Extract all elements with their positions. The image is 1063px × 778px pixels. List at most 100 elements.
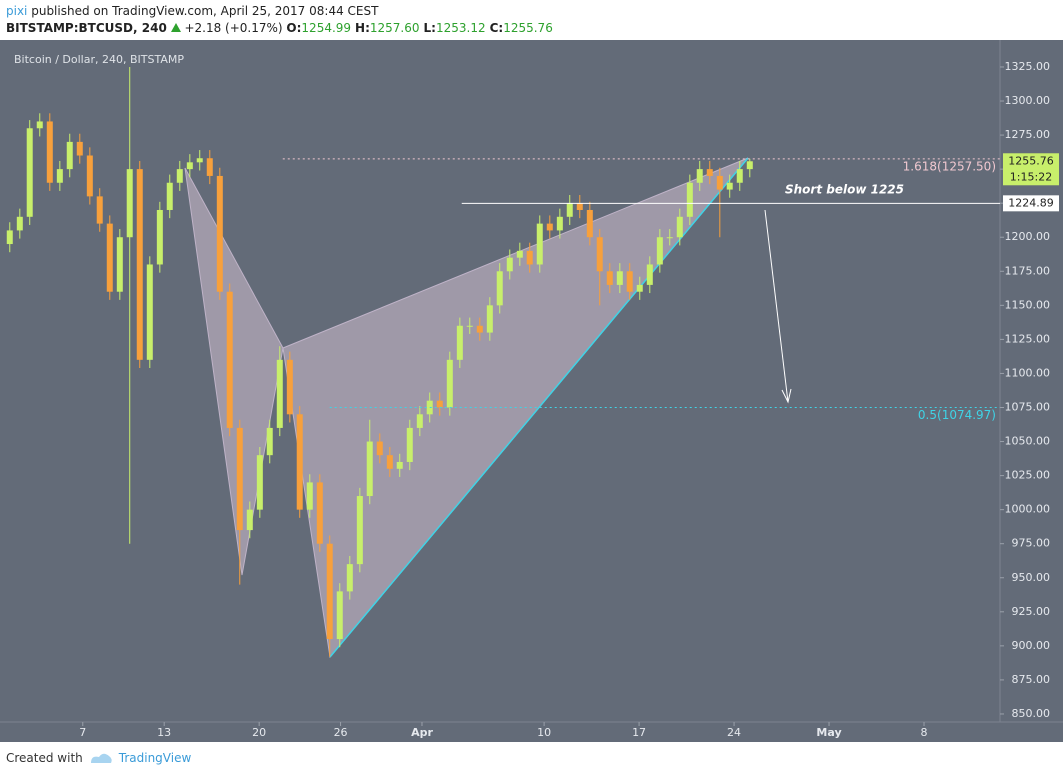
publish-line: pixi published on TradingView.com, April…: [6, 3, 557, 20]
y-tick-label: 975.00: [1012, 537, 1051, 550]
candle-body: [206, 158, 213, 176]
candle-body: [76, 141, 83, 156]
y-tick-label: 1050.00: [1005, 435, 1051, 448]
quote-line: BITSTAMP:BTCUSD, 240 +2.18 (+0.17%) O:12…: [6, 20, 557, 37]
short-price: 1224.89: [1008, 196, 1054, 209]
candle-body: [36, 121, 43, 129]
candle-body: [346, 564, 353, 592]
x-tick-label: Apr: [411, 726, 433, 739]
candle-body: [676, 216, 683, 238]
x-tick-label: 8: [921, 726, 928, 739]
candle-body: [596, 237, 603, 272]
candle-body: [616, 271, 623, 285]
candle-body: [466, 325, 473, 327]
candle-body: [286, 359, 293, 415]
candle-body: [296, 414, 303, 510]
countdown: 1:15:22: [1010, 170, 1052, 183]
candle-body: [316, 482, 323, 544]
quote-value: 1253.12: [435, 21, 486, 35]
quote-key: C:: [489, 21, 504, 35]
candle-body: [396, 461, 403, 469]
candle-body: [536, 223, 543, 265]
candle-body: [336, 591, 343, 640]
quote-value: 1257.60: [369, 21, 420, 35]
chart-title: Bitcoin / Dollar, 240, BITSTAMP: [14, 53, 184, 66]
y-tick-label: 1075.00: [1005, 400, 1051, 413]
x-tick-label: 26: [334, 726, 348, 739]
y-tick-label: 950.00: [1012, 571, 1051, 584]
quote-value: 1254.99: [301, 21, 352, 35]
candle-body: [516, 250, 523, 258]
x-tick-label: 13: [157, 726, 171, 739]
candle-body: [176, 169, 183, 183]
candle-body: [546, 223, 553, 231]
y-tick-label: 1000.00: [1005, 503, 1051, 516]
candle-body: [146, 264, 153, 360]
candle-body: [436, 400, 443, 408]
candle-body: [526, 250, 533, 265]
candle-body: [186, 162, 193, 170]
y-tick-label: 1275.00: [1005, 128, 1051, 141]
candle-body: [686, 182, 693, 217]
level-label: 0.5(1074.97): [918, 408, 996, 422]
y-tick-label: 1125.00: [1005, 332, 1051, 345]
candle-body: [456, 325, 463, 360]
up-arrow: [170, 23, 181, 32]
candle-body: [366, 441, 373, 497]
candle-body: [476, 325, 483, 333]
candle-body: [166, 182, 173, 210]
candle-body: [586, 209, 593, 238]
y-tick-label: 1100.00: [1005, 366, 1051, 379]
candle-body: [416, 414, 423, 428]
candle-body: [446, 359, 453, 408]
annotation: Short below 1225: [785, 183, 904, 197]
published: published on TradingView.com, April 25, …: [31, 4, 379, 18]
header: pixi published on TradingView.com, April…: [6, 3, 557, 37]
candle-body: [96, 196, 103, 224]
candle-body: [66, 141, 73, 170]
candle-body: [46, 121, 53, 183]
candle-body: [116, 237, 123, 292]
short-price-box: [1003, 195, 1059, 212]
quote-key: O:: [286, 21, 302, 35]
candle-body: [356, 496, 363, 565]
candle-body: [656, 237, 663, 265]
arrow-shaft: [764, 209, 789, 403]
y-tick-label: 1025.00: [1005, 469, 1051, 482]
candle-body: [666, 237, 673, 239]
candle-body: [746, 161, 753, 170]
candle-body: [506, 257, 513, 272]
candle-body: [326, 543, 333, 640]
candle-body: [716, 175, 723, 190]
arrow-head: [781, 388, 792, 404]
y-tick-label: 850.00: [1012, 707, 1051, 720]
chart: Bitcoin / Dollar, 240, BITSTAMP Short be…: [0, 40, 1063, 742]
brand: TradingView: [118, 751, 192, 765]
candle-body: [216, 175, 223, 292]
candle-body: [636, 284, 643, 292]
candle-body: [86, 155, 93, 197]
candle-body: [496, 271, 503, 306]
quote-key: H:: [355, 21, 370, 35]
candle-body: [566, 203, 573, 217]
y-tick-label: 1325.00: [1005, 60, 1051, 73]
y-tick-label: 925.00: [1012, 605, 1051, 618]
candle-body: [696, 169, 703, 183]
candle-body: [706, 169, 713, 176]
level-label: 1.618(1257.50): [903, 159, 996, 173]
candle-body: [56, 169, 63, 183]
y-tick-label: 900.00: [1012, 639, 1051, 652]
candle-body: [266, 427, 273, 456]
last-price-box: [1003, 153, 1059, 186]
candle-body: [196, 158, 203, 163]
x-tick-label: 24: [727, 726, 741, 739]
symbol: BITSTAMP:BTCUSD, 240: [6, 21, 167, 35]
candle-body: [556, 216, 563, 231]
y-tick-label: 1200.00: [1005, 230, 1051, 243]
candle-body: [386, 455, 393, 469]
trend-line: [329, 157, 749, 658]
candle-body: [576, 203, 583, 210]
quote-value: 1255.76: [503, 21, 553, 35]
created-with: Created with: [6, 751, 83, 765]
